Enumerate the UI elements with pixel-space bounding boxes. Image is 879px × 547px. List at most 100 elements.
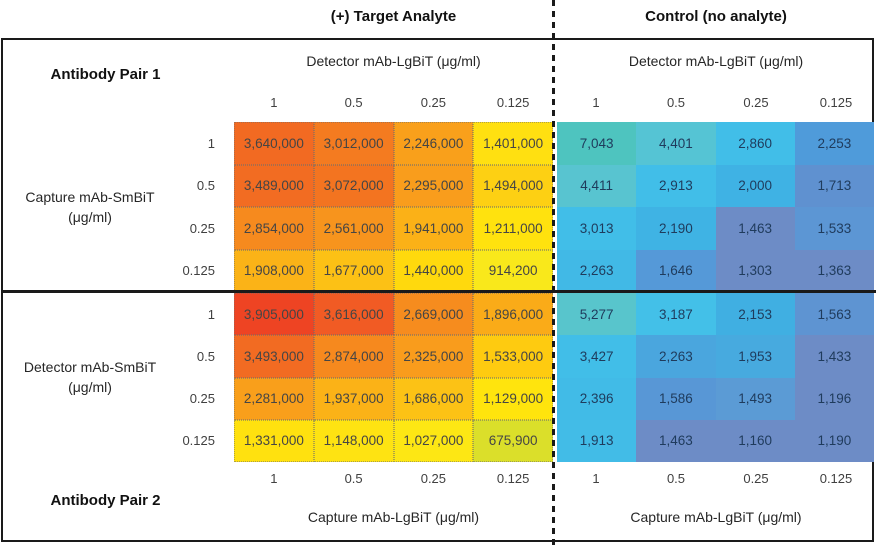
concentration-label: 0.125 bbox=[819, 470, 853, 486]
pair1-control-column-headers: 1 0.5 0.25 0.125 bbox=[556, 89, 876, 115]
pair2-side-axis-line1: Detector mAb-SmBiT bbox=[23, 359, 157, 375]
heatmap-cell: 2,190 bbox=[636, 207, 716, 250]
pair2-row-headers: 1 0.5 0.25 0.125 bbox=[176, 293, 218, 462]
heatmap-cell: 2,153 bbox=[715, 293, 795, 336]
heatmap-cell: 1,190 bbox=[794, 419, 874, 462]
heatmap-cell: 1,953 bbox=[715, 335, 795, 378]
concentration-label: 0.125 bbox=[182, 263, 215, 279]
heatmap-cell: 3,013 bbox=[557, 207, 637, 250]
heatmap-cell: 1,677,000 bbox=[313, 249, 394, 292]
heatmap-cell: 2,000 bbox=[715, 164, 795, 207]
pair1-side-axis-line2: (μg/ml) bbox=[68, 209, 112, 225]
heatmap-cell: 1,941,000 bbox=[393, 207, 474, 250]
concentration-label: 0.25 bbox=[420, 94, 447, 110]
control-title: Control (no analyte) bbox=[645, 8, 787, 25]
heatmap-cell: 1,493 bbox=[715, 377, 795, 420]
concentration-label: 0.25 bbox=[743, 94, 769, 110]
pair2-target-bottom-axis-label: Capture mAb-LgBiT (μg/ml) bbox=[307, 509, 480, 525]
concentration-label: 0.5 bbox=[344, 470, 363, 486]
heatmap-cell: 2,874,000 bbox=[313, 335, 394, 378]
heatmap-cell: 1,713 bbox=[794, 164, 874, 207]
concentration-label: 0.25 bbox=[420, 470, 447, 486]
heatmap-cell: 2,281,000 bbox=[234, 377, 314, 420]
heatmap-cell: 3,489,000 bbox=[234, 164, 314, 207]
heatmap-cell: 1,463 bbox=[636, 419, 716, 462]
heatmap-cell: 2,295,000 bbox=[393, 164, 474, 207]
heatmap-cell: 2,246,000 bbox=[393, 122, 474, 165]
pair2-target-heatmap: 3,905,000 3,616,000 2,669,000 1,896,000 3,49… bbox=[234, 293, 553, 462]
heatmap-cell: 1,401,000 bbox=[473, 122, 553, 165]
heatmap-cell: 3,493,000 bbox=[234, 335, 314, 378]
heatmap-cell: 2,669,000 bbox=[393, 293, 474, 336]
concentration-label: 0.25 bbox=[189, 220, 215, 236]
pair1-target-heatmap: 3,640,000 3,012,000 2,246,000 1,401,000 3,48… bbox=[234, 122, 553, 292]
concentration-label: 1 bbox=[207, 306, 215, 322]
concentration-label: 1 bbox=[270, 470, 278, 486]
heatmap-cell: 2,561,000 bbox=[313, 207, 394, 250]
concentration-label: 1 bbox=[592, 94, 600, 110]
pair1-control-top-axis-label: Detector mAb-LgBiT (μg/ml) bbox=[628, 53, 804, 69]
heatmap-cell: 675,900 bbox=[473, 419, 553, 462]
heatmap-cell: 1,896,000 bbox=[473, 293, 553, 336]
concentration-label: 1 bbox=[592, 470, 600, 486]
heatmap-cell: 1,363 bbox=[794, 249, 874, 292]
heatmap-cell: 1,533,000 bbox=[473, 335, 553, 378]
heatmap-cell: 1,196 bbox=[794, 377, 874, 420]
heatmap-cell: 1,440,000 bbox=[393, 249, 474, 292]
target-analyte-title: (+) Target Analyte bbox=[330, 8, 457, 25]
concentration-label: 0.125 bbox=[182, 433, 215, 449]
pair2-side-axis-line2: (μg/ml) bbox=[68, 379, 112, 395]
concentration-label: 0.5 bbox=[196, 178, 215, 194]
heatmap-cell: 2,263 bbox=[636, 335, 716, 378]
heatmap-cell: 2,325,000 bbox=[393, 335, 474, 378]
pair2-control-column-headers: 1 0.5 0.25 0.125 bbox=[556, 465, 876, 491]
heatmap-cell: 1,433 bbox=[794, 335, 874, 378]
concentration-label: 0.25 bbox=[743, 470, 769, 486]
heatmap-cell: 1,463 bbox=[715, 207, 795, 250]
pair1-target-top-axis-label: Detector mAb-LgBiT (μg/ml) bbox=[306, 53, 481, 69]
heatmap-cell: 2,860 bbox=[715, 122, 795, 165]
pair1-side-axis-label: Capture mAb-SmBiT (μg/ml) bbox=[4, 187, 176, 227]
heatmap-cell: 3,187 bbox=[636, 293, 716, 336]
pair1-row-headers: 1 0.5 0.25 0.125 bbox=[176, 122, 218, 292]
concentration-label: 0.125 bbox=[819, 94, 853, 110]
heatmap-cell: 914,200 bbox=[473, 249, 553, 292]
antibody-pair-1-label: Antibody Pair 1 bbox=[50, 66, 161, 83]
heatmap-cell: 1,646 bbox=[636, 249, 716, 292]
heatmap-cell: 7,043 bbox=[557, 122, 637, 165]
pair2-control-bottom-axis-label: Capture mAb-LgBiT (μg/ml) bbox=[630, 509, 802, 525]
pair2-control-heatmap: 5,277 3,187 2,153 1,563 3,427 2,263 1,953 1,433… bbox=[557, 293, 874, 462]
concentration-label: 0.5 bbox=[666, 94, 686, 110]
heatmap-cell: 1,148,000 bbox=[313, 419, 394, 462]
concentration-label: 0.5 bbox=[666, 470, 686, 486]
heatmap-cell: 1,027,000 bbox=[393, 419, 474, 462]
heatmap-cell: 3,427 bbox=[557, 335, 637, 378]
concentration-label: 1 bbox=[207, 135, 215, 151]
heatmap-cell: 1,913 bbox=[557, 419, 637, 462]
pair1-control-heatmap: 7,043 4,401 2,860 2,253 4,411 2,913 2,000 1,713… bbox=[557, 122, 874, 292]
heatmap-cell: 5,277 bbox=[557, 293, 637, 336]
pair2-side-axis-label: Detector mAb-SmBiT (μg/ml) bbox=[4, 357, 176, 397]
concentration-label: 0.5 bbox=[344, 94, 363, 110]
heatmap-cell: 1,160 bbox=[715, 419, 795, 462]
concentration-label: 0.25 bbox=[189, 391, 215, 407]
heatmap-cell: 1,533 bbox=[794, 207, 874, 250]
heatmap-cell: 1,331,000 bbox=[234, 419, 314, 462]
heatmap-cell: 3,640,000 bbox=[234, 122, 314, 165]
condition-dashed-divider bbox=[552, 0, 555, 547]
heatmap-cell: 1,129,000 bbox=[473, 377, 553, 420]
heatmap-cell: 1,937,000 bbox=[313, 377, 394, 420]
heatmap-cell: 3,012,000 bbox=[313, 122, 394, 165]
heatmap-cell: 3,905,000 bbox=[234, 293, 314, 336]
pair1-target-column-headers: 1 0.5 0.25 0.125 bbox=[234, 89, 553, 115]
heatmap-cell: 1,494,000 bbox=[473, 164, 553, 207]
heatmap-cell: 2,913 bbox=[636, 164, 716, 207]
heatmap-cell: 4,401 bbox=[636, 122, 716, 165]
heatmap-cell: 1,303 bbox=[715, 249, 795, 292]
heatmap-cell: 3,616,000 bbox=[313, 293, 394, 336]
heatmap-cell: 2,263 bbox=[557, 249, 637, 292]
concentration-label: 0.125 bbox=[496, 470, 530, 486]
heatmap-cell: 1,563 bbox=[794, 293, 874, 336]
heatmap-cell: 3,072,000 bbox=[313, 164, 394, 207]
